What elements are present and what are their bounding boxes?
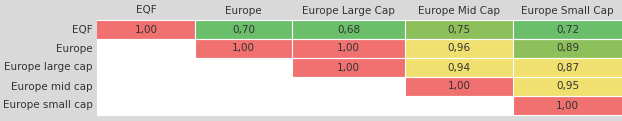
Text: 1,00: 1,00 [447, 82, 470, 91]
Bar [513, 58, 622, 77]
Text: 0,68: 0,68 [337, 24, 360, 34]
Text: EQF: EQF [72, 24, 93, 34]
Text: 0,72: 0,72 [556, 24, 579, 34]
Text: EQF: EQF [136, 5, 156, 15]
Bar [195, 20, 292, 39]
Text: 0,94: 0,94 [447, 63, 471, 72]
Bar [405, 39, 513, 58]
Text: Europe Mid Cap: Europe Mid Cap [418, 5, 500, 15]
Bar [97, 96, 195, 115]
Bar [292, 39, 405, 58]
Text: 0,95: 0,95 [556, 82, 579, 91]
Text: 0,70: 0,70 [232, 24, 255, 34]
Bar [513, 20, 622, 39]
Text: Europe: Europe [57, 44, 93, 53]
Text: 1,00: 1,00 [134, 24, 157, 34]
Text: Europe large cap: Europe large cap [4, 63, 93, 72]
Text: Europe: Europe [225, 5, 262, 15]
Text: Europe mid cap: Europe mid cap [11, 82, 93, 91]
Bar [405, 96, 513, 115]
Bar [195, 58, 292, 77]
Text: 0,87: 0,87 [556, 63, 579, 72]
Bar [195, 96, 292, 115]
Text: 0,89: 0,89 [556, 44, 579, 53]
Bar [97, 77, 195, 96]
Text: 1,00: 1,00 [556, 101, 579, 110]
Bar [292, 77, 405, 96]
Bar [292, 96, 405, 115]
Bar [97, 39, 195, 58]
Text: Europe Small Cap: Europe Small Cap [521, 5, 614, 15]
Bar [513, 96, 622, 115]
Bar [195, 77, 292, 96]
Text: 0,75: 0,75 [447, 24, 471, 34]
Bar [513, 77, 622, 96]
Text: 0,96: 0,96 [447, 44, 471, 53]
Bar [405, 77, 513, 96]
Bar [513, 39, 622, 58]
Bar [97, 20, 195, 39]
Text: Europe small cap: Europe small cap [3, 101, 93, 110]
Bar [97, 58, 195, 77]
Text: 1,00: 1,00 [337, 63, 360, 72]
Text: Europe Large Cap: Europe Large Cap [302, 5, 395, 15]
Text: 1,00: 1,00 [232, 44, 255, 53]
Bar [292, 20, 405, 39]
Bar [405, 20, 513, 39]
Bar [405, 58, 513, 77]
Bar [292, 58, 405, 77]
Bar [195, 39, 292, 58]
Text: 1,00: 1,00 [337, 44, 360, 53]
